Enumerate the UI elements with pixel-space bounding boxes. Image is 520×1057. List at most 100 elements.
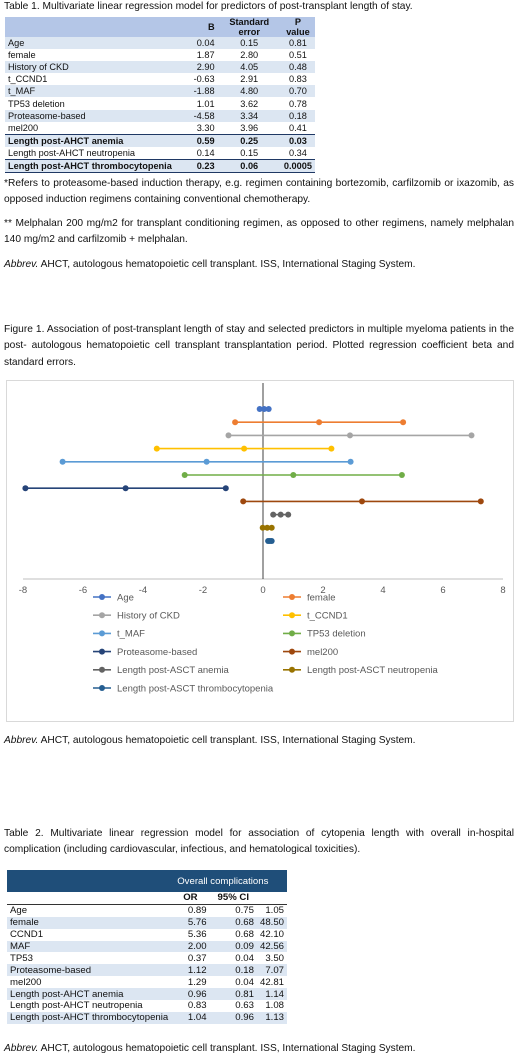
- abbrev-text: AHCT, autologous hematopoietic cell tran…: [38, 735, 416, 746]
- table-cell: 0.34: [280, 146, 315, 160]
- legend-entry: female: [307, 592, 336, 603]
- row-label: History of CKD: [5, 61, 175, 74]
- table2-header-row: OR 95% CI: [7, 892, 287, 905]
- row-label: female: [5, 49, 175, 62]
- table-row: Length post-AHCT neutropenia 0.14 0.15 0.34: [5, 146, 315, 160]
- table1-header-row: B Standard error P value: [5, 17, 315, 37]
- data-point: [347, 432, 353, 439]
- table-cell: 0.51: [280, 49, 315, 62]
- data-point: [400, 419, 407, 426]
- table-row: Age 0.04 0.15 0.81: [5, 37, 315, 50]
- row-label: mel200: [5, 121, 175, 135]
- table-cell: 3.30: [174, 121, 218, 135]
- data-point: [347, 458, 354, 465]
- table-cell: 0.23: [174, 158, 218, 174]
- table-cell: 0.18: [209, 964, 257, 977]
- table-cell: 0.48: [280, 61, 315, 74]
- data-point: [264, 524, 271, 531]
- table-cell: 0.14: [174, 146, 218, 160]
- table1-abbrev: Abbrev. AHCT, autologous hematopoietic c…: [4, 257, 514, 273]
- legend-swatch-marker: [99, 594, 105, 600]
- x-tick-label: 0: [260, 585, 265, 596]
- table-cell: -0.63: [174, 73, 218, 86]
- table-cell: 1.01: [174, 97, 218, 110]
- table-cell: 0.04: [209, 976, 257, 989]
- table-row: TP53 0.37 0.04 3.50: [7, 952, 287, 965]
- abbrev-label: Abbrev.: [4, 735, 39, 746]
- data-point: [203, 458, 210, 465]
- data-point: [268, 538, 275, 544]
- table-cell: 1.29: [171, 976, 210, 989]
- table-cell: 42.10: [256, 928, 287, 941]
- abbrev-text: AHCT, autologous hematopoietic cell tran…: [38, 1043, 416, 1054]
- legend-entry: History of CKD: [117, 611, 180, 622]
- table-row: Length post-AHCT thrombocytopenia 0.23 0.0…: [5, 158, 315, 174]
- table-cell: 42.56: [256, 940, 287, 953]
- row-label: Length post-AHCT anemia: [5, 133, 175, 147]
- table-cell: 2.80: [217, 49, 281, 62]
- table-cell: 0.09: [209, 940, 257, 953]
- table-cell: 0.03: [280, 133, 315, 147]
- abbrev-label: Abbrev.: [4, 1043, 39, 1054]
- data-point: [398, 472, 405, 478]
- data-point: [240, 498, 247, 505]
- table-cell: 1.87: [174, 49, 218, 62]
- row-label: t_MAF: [5, 85, 175, 98]
- table-cell: 0.81: [209, 988, 257, 1001]
- table-cell: 0.37: [171, 952, 210, 965]
- table-cell: 42.81: [256, 976, 287, 989]
- table-row: CCND1 5.36 0.68 42.10: [7, 928, 287, 941]
- row-label: CCND1: [7, 928, 172, 941]
- x-tick-label: -8: [19, 585, 27, 596]
- table-cell: 2.91: [217, 73, 281, 86]
- table2-caption: Table 2. Multivariate linear regression …: [4, 828, 514, 856]
- table-row: Age 0.89 0.75 1.05: [7, 904, 287, 917]
- table-cell: 0.83: [280, 73, 315, 86]
- table1: B Standard error P value Age 0.04 0.15 0.81…: [5, 17, 315, 174]
- legend-swatch-marker: [289, 612, 295, 619]
- table-row: Length post-AHCT neutropenia 0.83 0.63 1.08: [7, 1000, 287, 1012]
- row-label: MAF: [7, 940, 172, 953]
- data-point: [270, 511, 277, 518]
- table2-header: [256, 892, 287, 905]
- row-label: Length post-AHCT thrombocytopenia: [5, 158, 175, 174]
- table-cell: 0.59: [174, 133, 218, 147]
- data-point: [265, 406, 272, 412]
- legend-entry: Length post-ASCT anemia: [117, 665, 229, 676]
- legend-entry: t_MAF: [117, 629, 145, 640]
- table-cell: 5.36: [171, 928, 210, 941]
- table1-caption: Table 1. Multivariate linear regression …: [4, 1, 413, 12]
- table1-header: B: [174, 17, 218, 37]
- row-label: t_CCND1: [5, 73, 175, 86]
- table-cell: 4.80: [217, 85, 281, 98]
- legend-swatch-marker: [289, 630, 295, 637]
- x-tick-label: 6: [440, 585, 445, 596]
- table-cell: -4.58: [174, 109, 218, 122]
- legend-entry: Length post-ASCT thrombocytopenia: [117, 683, 274, 694]
- table-row: female 5.76 0.68 48.50: [7, 916, 287, 929]
- row-label: Proteasome-based: [7, 964, 172, 977]
- table-cell: 48.50: [256, 916, 287, 929]
- table-cell: 0.15: [217, 37, 281, 50]
- x-tick-label: 2: [320, 585, 325, 596]
- data-point: [328, 445, 335, 452]
- table-row: female 1.87 2.80 0.51: [5, 49, 315, 62]
- data-point: [122, 485, 129, 492]
- legend-swatch-marker: [99, 648, 105, 655]
- legend-entry: Age: [117, 592, 134, 603]
- table-cell: 0.25: [217, 133, 281, 147]
- table-row: mel200 3.30 3.96 0.41: [5, 121, 315, 135]
- table2-header: [7, 892, 172, 905]
- row-label: Length post-AHCT neutropenia: [7, 1000, 172, 1012]
- x-tick-label: 8: [500, 585, 505, 596]
- legend-swatch-marker: [289, 666, 295, 673]
- data-point: [225, 432, 232, 439]
- x-tick-label: -6: [79, 585, 87, 596]
- table-cell: 0.06: [217, 158, 281, 174]
- row-label: Length post-AHCT anemia: [7, 988, 172, 1001]
- data-point: [259, 524, 266, 531]
- table1-header: P value: [280, 17, 315, 37]
- legend-swatch-marker: [99, 612, 105, 619]
- table2: Overall complications OR 95% CI Age 0.89 0…: [7, 870, 287, 1024]
- row-label: TP53: [7, 952, 172, 965]
